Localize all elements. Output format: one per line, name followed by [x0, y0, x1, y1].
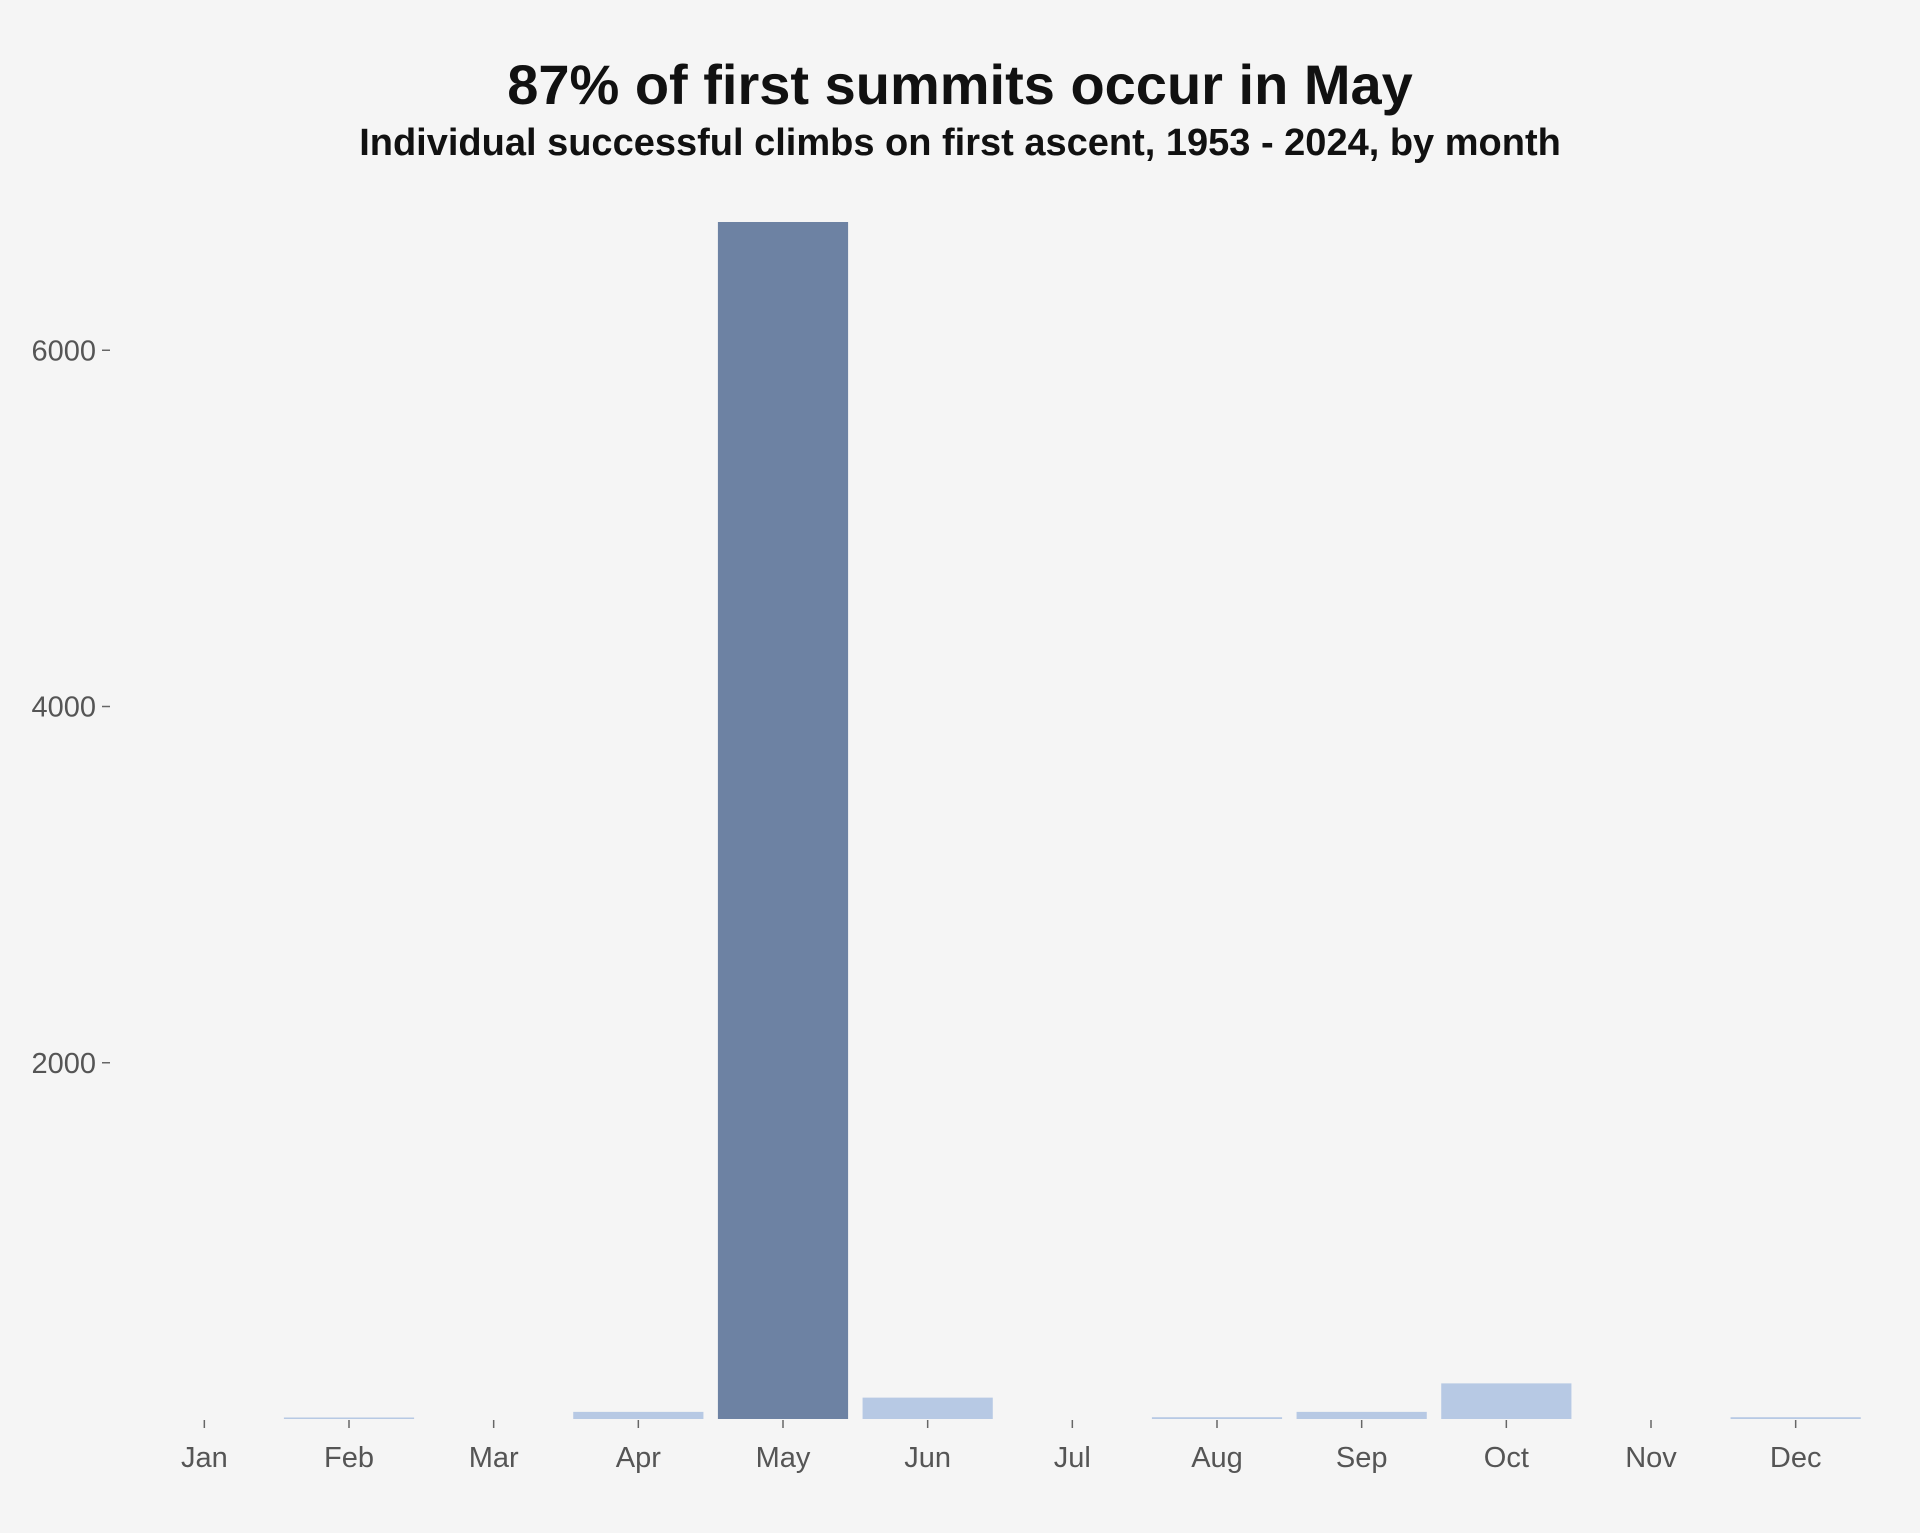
x-tick-label-jan: Jan — [181, 1442, 228, 1474]
bar-aug — [1151, 1417, 1283, 1419]
x-tick-label-jul: Jul — [1054, 1442, 1091, 1474]
x-tick-label-apr: Apr — [616, 1442, 661, 1474]
y-axis: 2000 4000 6000 — [31, 335, 110, 1080]
x-tick-label-aug: Aug — [1191, 1442, 1243, 1474]
bar-apr — [573, 1411, 704, 1419]
x-tick-label-nov: Nov — [1625, 1442, 1677, 1474]
x-tick-label-mar: Mar — [469, 1442, 519, 1474]
bar-oct — [1441, 1383, 1572, 1419]
y-tick-label-4000: 4000 — [31, 692, 96, 724]
bar-sep — [1296, 1411, 1427, 1419]
x-tick-label-sep: Sep — [1336, 1442, 1388, 1474]
x-tick-label-dec: Dec — [1770, 1442, 1822, 1474]
bar-dec — [1730, 1417, 1861, 1419]
chart-subtitle: Individual successful climbs on first as… — [359, 122, 1561, 164]
bar-may — [717, 222, 849, 1419]
y-tick-label-2000: 2000 — [31, 1048, 96, 1080]
bar-jun — [862, 1397, 993, 1419]
x-tick-label-jun: Jun — [904, 1442, 951, 1474]
y-tick-label-6000: 6000 — [31, 335, 96, 367]
x-tick-label-feb: Feb — [324, 1442, 374, 1474]
bars — [283, 222, 1861, 1419]
bar-feb — [283, 1417, 415, 1419]
chart-title: 87% of first summits occur in May — [507, 53, 1413, 116]
x-tick-label-oct: Oct — [1484, 1442, 1529, 1474]
x-axis: Jan Feb Mar Apr May Jun Jul Aug Sep Oct Nov Dec — [181, 1420, 1822, 1474]
x-tick-label-may: May — [756, 1442, 811, 1474]
